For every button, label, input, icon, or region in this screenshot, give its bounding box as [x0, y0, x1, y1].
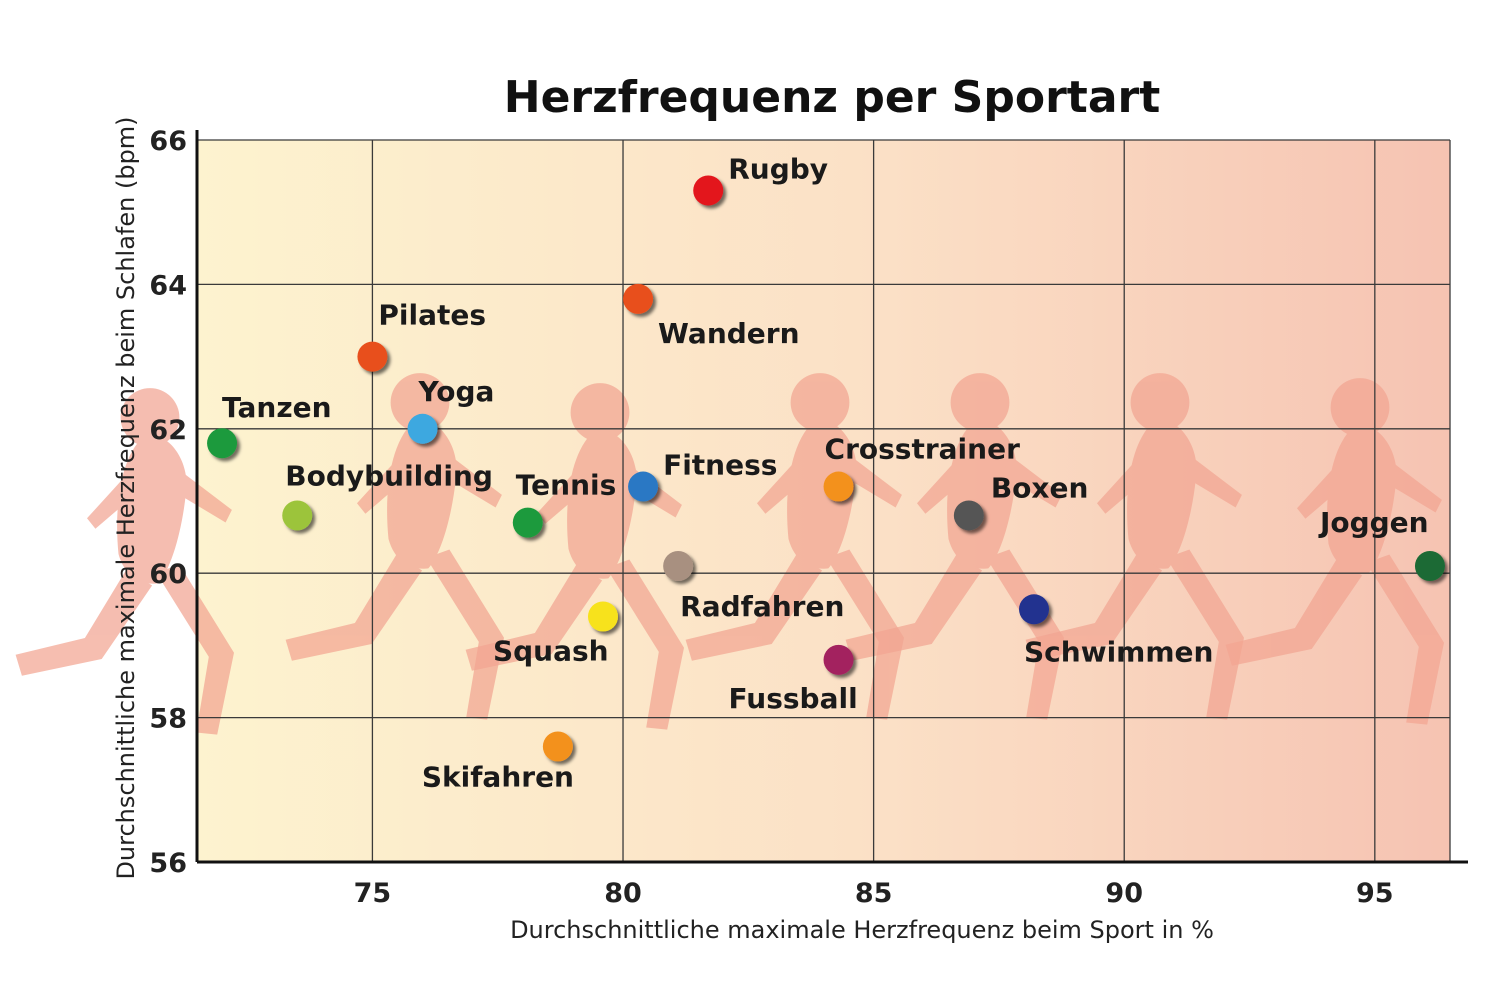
- point-pilates: [357, 341, 388, 372]
- point-squash: [587, 601, 618, 632]
- x-tick-label: 80: [604, 878, 642, 909]
- y-axis-label: Durchschnittliche maximale Herzfrequenz …: [112, 116, 140, 879]
- point-radfahren: [663, 550, 694, 581]
- axes: [195, 130, 1468, 864]
- label-joggen: Joggen: [1318, 506, 1429, 539]
- label-boxen: Boxen: [991, 471, 1089, 504]
- label-radfahren: Radfahren: [680, 590, 844, 623]
- point-skifahren: [542, 731, 573, 762]
- x-tick-label: 90: [1105, 878, 1143, 909]
- label-crosstrainer: Crosstrainer: [825, 433, 1021, 466]
- y-tick-labels: 56 58 60 62 64 66: [149, 126, 187, 879]
- point-tanzen: [207, 428, 238, 459]
- x-tick-label: 95: [1356, 878, 1394, 909]
- gridlines: [197, 139, 1451, 862]
- y-tick-label: 56: [149, 848, 187, 879]
- y-tick-label: 58: [149, 704, 187, 735]
- label-tanzen: Tanzen: [222, 391, 332, 424]
- x-tick-label: 85: [855, 878, 893, 909]
- point-tennis: [512, 507, 543, 538]
- label-yoga: Yoga: [418, 375, 495, 408]
- y-tick-label: 62: [149, 415, 187, 446]
- point-boxen: [953, 500, 984, 531]
- point-fussball: [823, 644, 854, 675]
- point-crosstrainer: [823, 471, 854, 502]
- point-labels: Rugby Wandern Pilates Yoga Tanzen Bodybuildin…: [222, 153, 1429, 794]
- chart-title: Herzfrequenz per Sportart: [504, 72, 1161, 123]
- point-bodybuilding: [282, 500, 313, 531]
- x-tick-labels: 75 80 85 90 95: [354, 878, 1394, 909]
- point-joggen: [1414, 550, 1445, 581]
- point-schwimmen: [1019, 594, 1050, 625]
- label-schwimmen: Schwimmen: [1024, 635, 1213, 668]
- label-skifahren: Skifahren: [422, 760, 574, 793]
- label-fussball: Fussball: [729, 682, 858, 715]
- point-rugby: [693, 175, 724, 206]
- point-wandern: [623, 283, 654, 314]
- y-tick-label: 64: [149, 270, 187, 301]
- label-tennis: Tennis: [516, 469, 617, 502]
- point-yoga: [407, 413, 438, 444]
- point-fitness: [628, 471, 659, 502]
- label-fitness: Fitness: [663, 449, 777, 482]
- label-rugby: Rugby: [728, 153, 828, 186]
- label-wandern: Wandern: [658, 317, 800, 350]
- label-pilates: Pilates: [378, 299, 486, 332]
- x-axis-label: Durchschnittliche maximale Herzfrequenz …: [510, 916, 1214, 944]
- label-squash: Squash: [493, 635, 609, 668]
- y-tick-label: 60: [149, 559, 187, 590]
- x-tick-label: 75: [354, 878, 392, 909]
- label-bodybuilding: Bodybuilding: [285, 459, 493, 492]
- y-tick-label: 66: [149, 126, 187, 157]
- data-points: [207, 175, 1445, 762]
